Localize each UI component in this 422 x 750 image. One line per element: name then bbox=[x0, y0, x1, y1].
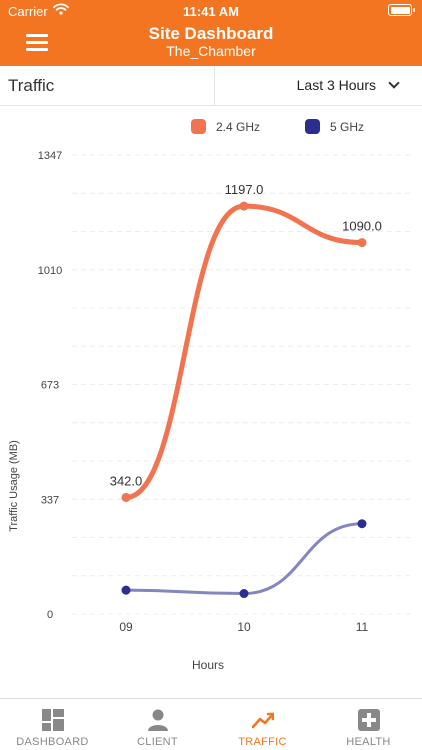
data-point bbox=[121, 585, 131, 595]
legend-label: 5 GHz bbox=[330, 120, 364, 134]
tab-label: DASHBOARD bbox=[16, 736, 89, 748]
tab-client[interactable]: CLIENT bbox=[105, 699, 210, 750]
data-point bbox=[121, 492, 131, 502]
data-label: 1090.0 bbox=[342, 219, 382, 234]
x-axis-label: Hours bbox=[192, 658, 224, 672]
y-tick-label: 1010 bbox=[38, 265, 62, 277]
data-label: 342.0 bbox=[110, 473, 143, 488]
tab-health[interactable]: HEALTH bbox=[316, 699, 421, 750]
y-tick-label: 0 bbox=[47, 609, 53, 621]
series-line bbox=[124, 522, 364, 596]
site-name: The_Chamber bbox=[166, 43, 256, 59]
tab-label: CLIENT bbox=[137, 736, 178, 748]
x-tick-label: 11 bbox=[356, 620, 369, 634]
series-line bbox=[123, 203, 365, 500]
tab-label: TRAFFIC bbox=[238, 736, 287, 748]
time-range-value: Last 3 Hours bbox=[296, 77, 376, 93]
app-header: Carrier 11:41 AM Site Dashboard The_Cham… bbox=[0, 0, 422, 66]
carrier-label: Carrier bbox=[8, 4, 48, 19]
tab-label: HEALTH bbox=[346, 736, 391, 748]
time-range-dropdown[interactable]: Last 3 Hours bbox=[215, 66, 422, 106]
x-tick-label: 10 bbox=[237, 620, 251, 634]
client-icon bbox=[148, 709, 168, 731]
legend-label: 2.4 GHz bbox=[216, 120, 260, 134]
toolbar-divider bbox=[214, 66, 215, 106]
toolbar: Traffic Last 3 Hours bbox=[0, 66, 422, 106]
chevron-down-icon bbox=[388, 77, 400, 89]
page-title: Site Dashboard bbox=[148, 24, 274, 43]
tab-dashboard[interactable]: DASHBOARD bbox=[0, 699, 105, 750]
wifi-icon bbox=[53, 3, 69, 15]
y-tick-label: 1347 bbox=[38, 150, 62, 162]
x-tick-label: 09 bbox=[119, 620, 133, 634]
traffic-chart: 2.4 GHz 5 GHz 1347 1010 673 337 0 09 10 11 342.… bbox=[8, 119, 410, 672]
y-tick-label: 673 bbox=[41, 380, 59, 392]
status-time: 11:41 AM bbox=[183, 4, 239, 19]
data-label: 1197.0 bbox=[225, 182, 264, 197]
bottom-tab-bar: DASHBOARD CLIENT TRAFFIC HEALTH bbox=[0, 698, 422, 750]
health-icon bbox=[358, 709, 380, 731]
data-point bbox=[357, 519, 367, 529]
dashboard-icon bbox=[42, 709, 64, 731]
status-bar: Carrier 11:41 AM bbox=[0, 0, 422, 22]
data-point bbox=[239, 589, 249, 599]
data-point bbox=[357, 238, 367, 248]
traffic-icon bbox=[252, 712, 274, 729]
tab-traffic[interactable]: TRAFFIC bbox=[210, 699, 315, 750]
section-title: Traffic bbox=[8, 76, 55, 95]
legend-swatch bbox=[191, 119, 206, 134]
data-point bbox=[239, 201, 249, 211]
y-tick-label: 337 bbox=[41, 494, 59, 506]
y-axis-label: Traffic Usage (MB) bbox=[8, 440, 20, 532]
legend-swatch bbox=[305, 119, 320, 134]
battery-icon bbox=[388, 4, 415, 16]
menu-button[interactable] bbox=[26, 34, 48, 52]
